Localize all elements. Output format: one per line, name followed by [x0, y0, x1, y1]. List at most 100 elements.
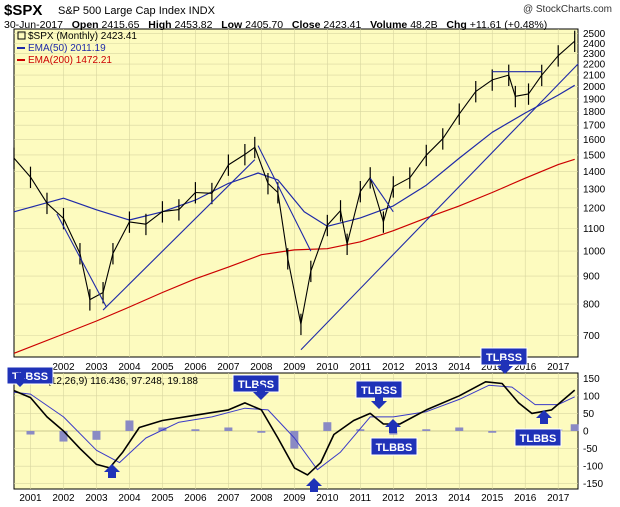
arrow-up-icon	[306, 478, 322, 492]
macd-x-tick: 2014	[448, 493, 471, 504]
macd-x-tick: 2008	[250, 493, 273, 504]
macd-histogram-bar	[422, 429, 431, 431]
price-x-tick: 2004	[118, 362, 141, 373]
brand-watermark: @ StockCharts.com	[522, 4, 612, 15]
macd-histogram-bar	[191, 429, 200, 431]
legend-marker	[17, 31, 26, 40]
price-x-tick: 2006	[184, 362, 207, 373]
macd-y-tick: 0	[583, 427, 589, 438]
ema200-line	[13, 158, 575, 354]
trendline	[56, 213, 107, 308]
price-y-tick: 1900	[583, 94, 606, 105]
macd-x-tick: 2005	[151, 493, 174, 504]
macd-signal-line	[13, 384, 575, 471]
price-x-tick: 2012	[382, 362, 405, 373]
price-x-tick: 2016	[514, 362, 537, 373]
arrow-up-icon	[385, 419, 401, 433]
price-y-tick: 1300	[583, 184, 606, 195]
high-value: 2453.82	[174, 19, 213, 31]
price-y-tick: 1800	[583, 107, 606, 118]
trendline	[102, 159, 256, 311]
macd-x-tick: 2003	[85, 493, 108, 504]
callout-box	[370, 437, 418, 456]
price-x-tick: 2013	[415, 362, 438, 373]
arrow-up-icon	[536, 410, 552, 424]
price-line	[13, 40, 576, 325]
low-label: Low	[221, 19, 243, 31]
security-name: S&P 500 Large Cap Index INDX	[58, 5, 215, 17]
macd-histogram-bar	[125, 420, 134, 431]
volume-value: 48.2B	[410, 19, 438, 31]
macd-y-tick: -50	[583, 444, 598, 455]
macd-histogram-bar	[158, 427, 167, 431]
macd-histogram-bar	[290, 431, 299, 449]
price-y-tick: 1000	[583, 247, 606, 258]
macd-histogram-bar	[323, 422, 332, 431]
price-y-tick: 1400	[583, 167, 606, 178]
macd-x-tick: 2015	[481, 493, 504, 504]
low-value: 2405.70	[245, 19, 284, 31]
price-y-tick: 2400	[583, 39, 606, 50]
macd-x-tick: 2010	[316, 493, 339, 504]
legend-entry: EMA(200) 1472.21	[28, 55, 112, 66]
callout-label: TLBSS	[238, 379, 274, 391]
macd-histogram-bar	[59, 431, 68, 442]
macd-x-tick: 2009	[283, 493, 306, 504]
callout-label: TLBBS	[520, 433, 557, 445]
price-x-tick: 2003	[85, 362, 108, 373]
price-x-tick: 2009	[283, 362, 306, 373]
macd-histogram-bar	[455, 427, 464, 431]
macd-x-tick: 2011	[350, 493, 372, 504]
arrow-down-icon	[497, 360, 513, 374]
callout-label: TLBSS	[486, 352, 522, 364]
macd-line	[13, 380, 576, 476]
arrow-up-icon	[104, 464, 120, 478]
price-x-tick: 2005	[151, 362, 174, 373]
price-y-tick: 1100	[583, 224, 605, 235]
callout-box	[514, 428, 562, 447]
macd-x-tick: 2017	[547, 493, 570, 504]
price-x-tick: 2007	[217, 362, 240, 373]
macd-y-tick: -150	[583, 479, 603, 490]
macd-x-tick: 2004	[118, 493, 141, 504]
price-x-tick: 2014	[448, 362, 471, 373]
macd-x-tick: 2012	[382, 493, 405, 504]
legend-entry: EMA(50) 2011.19	[28, 43, 106, 54]
ohlc-readout: 30-Jun-2017 Open 2415.65 High 2453.82 Lo…	[4, 20, 547, 31]
close-value: 2423.41	[323, 19, 362, 31]
arrow-down-icon	[371, 395, 387, 409]
macd-histogram-bar	[224, 427, 233, 431]
macd-x-tick: 2013	[415, 493, 438, 504]
high-label: High	[148, 19, 172, 31]
price-y-tick: 1200	[583, 203, 606, 214]
macd-y-tick: 150	[583, 374, 600, 385]
macd-histogram-bar	[257, 431, 266, 433]
price-y-tick: 2300	[583, 49, 606, 60]
volume-label: Volume	[370, 19, 408, 31]
trendline	[300, 63, 579, 351]
price-x-tick: 2017	[547, 362, 570, 373]
chg-label: Chg	[446, 19, 467, 31]
open-value: 2415.65	[101, 19, 140, 31]
macd-y-tick: 100	[583, 391, 600, 402]
price-y-tick: 2500	[583, 29, 606, 40]
macd-x-tick: 2016	[514, 493, 537, 504]
price-y-tick: 1500	[583, 150, 606, 161]
macd-histogram-bar	[92, 431, 101, 440]
price-y-tick: 2100	[583, 71, 606, 82]
price-y-tick: 900	[583, 272, 600, 283]
macd-x-tick: 2002	[52, 493, 75, 504]
date-value: 30-Jun-2017	[4, 19, 63, 31]
price-x-tick: 2010	[316, 362, 339, 373]
price-y-tick: 2000	[583, 82, 606, 93]
macd-histogram-bar	[570, 424, 579, 431]
price-y-tick: 800	[583, 300, 600, 311]
price-x-tick: 2002	[52, 362, 75, 373]
macd-histogram-bar	[356, 429, 365, 431]
macd-label: MACD(12,26,9) 116.436, 97.248, 19.188	[18, 376, 198, 387]
legend-entry: $SPX (Monthly) 2423.41	[28, 31, 137, 42]
arrow-down-icon	[253, 386, 269, 400]
price-y-tick: 2200	[583, 60, 606, 71]
ticker-symbol: $SPX	[4, 2, 43, 19]
arrow-down-icon	[12, 373, 28, 387]
